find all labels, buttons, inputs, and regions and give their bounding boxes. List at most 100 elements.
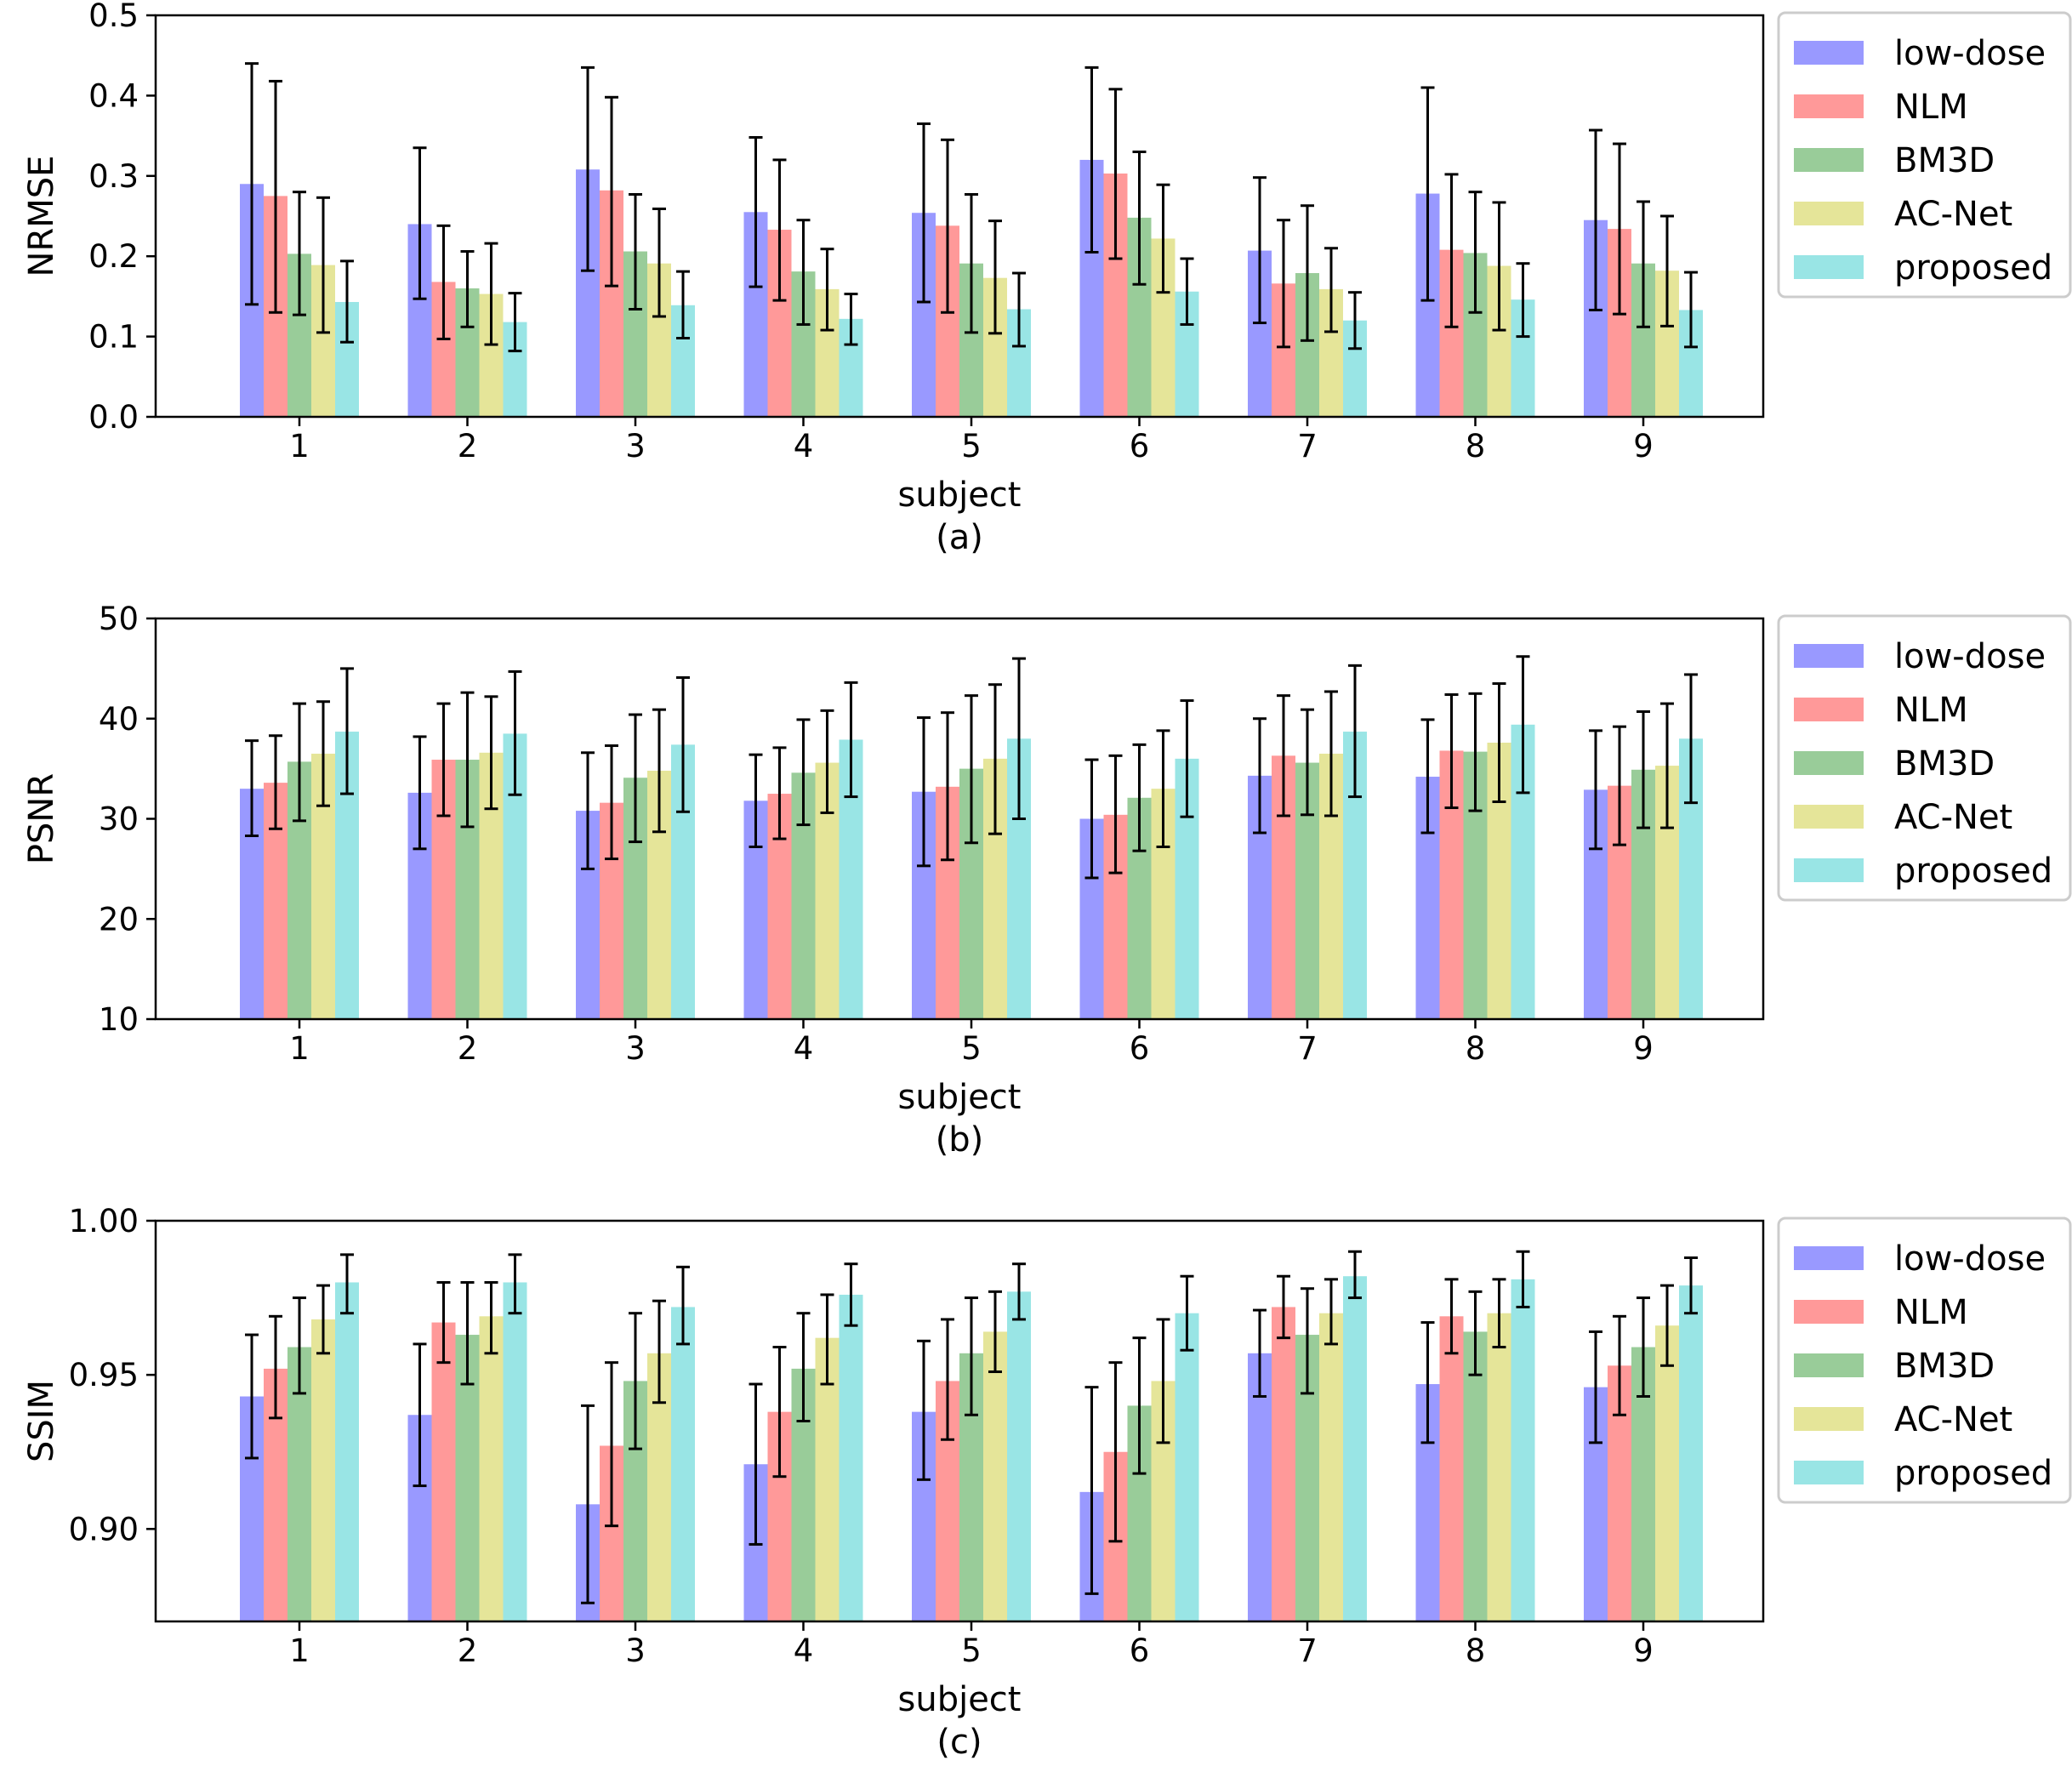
error-bar-nlm-6 xyxy=(1108,1361,1123,1543)
error-bar-low-dose-9 xyxy=(1589,1330,1602,1444)
error-bar-ac-net-7 xyxy=(1324,1278,1338,1346)
panel-label: (a) xyxy=(936,518,983,557)
x-tick-label: 4 xyxy=(794,1632,814,1669)
error-bar-nlm-1 xyxy=(269,1314,282,1420)
y-tick-label: 0.90 xyxy=(69,1511,139,1547)
error-bar-proposed-9 xyxy=(1684,1256,1698,1315)
error-bar-proposed-7 xyxy=(1348,1250,1362,1300)
y-tick-label: 0.0 xyxy=(88,399,139,436)
error-bars-group xyxy=(245,62,1698,353)
error-bar-proposed-7 xyxy=(1348,291,1362,350)
error-bar-low-dose-4 xyxy=(749,135,763,288)
error-bar-ac-net-3 xyxy=(652,208,666,318)
error-bar-bm3d-2 xyxy=(460,1280,475,1386)
error-bar-bm3d-3 xyxy=(629,193,642,311)
legend-label-nlm: NLM xyxy=(1894,691,1968,730)
error-bars-group xyxy=(245,1250,1698,1604)
error-bar-ac-net-7 xyxy=(1324,247,1338,333)
error-bar-nlm-7 xyxy=(1277,219,1290,349)
y-tick-label: 0.5 xyxy=(88,0,139,34)
error-bar-low-dose-1 xyxy=(245,1333,259,1460)
bar-ac-net-7 xyxy=(1319,1313,1343,1621)
error-bar-ac-net-5 xyxy=(988,1290,1002,1374)
legend-swatch-bm3d xyxy=(1794,751,1864,775)
legend-swatch-bm3d xyxy=(1794,148,1864,172)
error-bar-bm3d-1 xyxy=(293,702,306,823)
error-bar-ac-net-3 xyxy=(652,708,666,834)
error-bar-bm3d-8 xyxy=(1468,191,1483,314)
bar-proposed-2 xyxy=(503,1282,527,1621)
legend-label-bm3d: BM3D xyxy=(1894,141,1995,180)
error-bar-nlm-4 xyxy=(772,158,787,302)
error-bar-low-dose-4 xyxy=(749,753,763,848)
error-bar-bm3d-8 xyxy=(1468,692,1483,812)
y-tick-label: 0.3 xyxy=(88,158,139,195)
bar-bm3d-8 xyxy=(1463,1331,1488,1621)
error-bar-proposed-5 xyxy=(1012,657,1026,820)
legend-swatch-proposed xyxy=(1794,858,1864,882)
y-axis-label: PSNR xyxy=(22,773,61,864)
error-bar-nlm-5 xyxy=(941,711,954,862)
bar-proposed-3 xyxy=(671,1307,695,1621)
legend-swatch-nlm xyxy=(1794,94,1864,118)
error-bar-low-dose-6 xyxy=(1084,758,1099,880)
error-bar-bm3d-1 xyxy=(293,1296,306,1395)
error-bar-bm3d-3 xyxy=(629,713,642,844)
error-bar-low-dose-5 xyxy=(917,716,931,868)
error-bar-bm3d-7 xyxy=(1301,1287,1314,1395)
error-bar-ac-net-4 xyxy=(820,1293,834,1386)
error-bar-proposed-9 xyxy=(1684,673,1698,805)
panel-label: (c) xyxy=(936,1723,982,1762)
error-bar-low-dose-3 xyxy=(581,751,595,870)
error-bar-ac-net-9 xyxy=(1660,702,1674,829)
legend-label-ac-net: AC-Net xyxy=(1894,1400,2012,1439)
legend-label-nlm: NLM xyxy=(1894,1293,1968,1332)
error-bar-ac-net-3 xyxy=(652,1299,666,1404)
bar-proposed-5 xyxy=(1007,1291,1031,1621)
error-bar-proposed-1 xyxy=(340,1253,354,1315)
x-tick-label: 2 xyxy=(458,1632,478,1669)
bar-ac-net-8 xyxy=(1487,1313,1511,1621)
error-bar-nlm-4 xyxy=(772,746,787,840)
error-bar-proposed-6 xyxy=(1180,257,1194,326)
error-bar-nlm-8 xyxy=(1444,1278,1459,1355)
error-bar-ac-net-1 xyxy=(316,700,330,807)
error-bar-ac-net-6 xyxy=(1156,1318,1170,1444)
legend-label-bm3d: BM3D xyxy=(1894,744,1995,783)
error-bar-ac-net-2 xyxy=(484,242,498,346)
legend-swatch-low-dose xyxy=(1794,644,1864,668)
error-bar-ac-net-2 xyxy=(484,695,498,811)
bar-nlm-8 xyxy=(1439,1316,1464,1621)
error-bar-proposed-8 xyxy=(1516,262,1530,339)
error-bar-low-dose-7 xyxy=(1253,717,1267,835)
error-bar-proposed-2 xyxy=(508,1253,522,1315)
legend-label-low-dose: low-dose xyxy=(1894,637,2046,676)
error-bar-bm3d-9 xyxy=(1637,1296,1650,1399)
error-bar-ac-net-7 xyxy=(1324,690,1338,818)
error-bar-proposed-6 xyxy=(1180,1274,1194,1352)
error-bar-low-dose-6 xyxy=(1084,66,1099,254)
error-bar-bm3d-9 xyxy=(1637,200,1650,328)
error-bar-ac-net-6 xyxy=(1156,729,1170,848)
x-tick-label: 7 xyxy=(1297,428,1318,464)
y-tick-label: 0.95 xyxy=(69,1357,139,1393)
error-bar-proposed-2 xyxy=(508,669,522,796)
legend-label-proposed: proposed xyxy=(1894,852,2052,891)
y-tick-label: 1.00 xyxy=(69,1203,139,1239)
legend: low-dose NLM BM3D AC-Net proposed xyxy=(1777,1216,2072,1504)
legend-swatch-ac-net xyxy=(1794,1407,1864,1431)
error-bar-nlm-2 xyxy=(436,1280,451,1365)
legend-box xyxy=(1777,614,2072,902)
error-bar-proposed-1 xyxy=(340,667,354,795)
error-bar-low-dose-9 xyxy=(1589,729,1602,851)
error-bar-low-dose-7 xyxy=(1253,1308,1267,1399)
error-bar-bm3d-7 xyxy=(1301,204,1314,342)
y-axis-label: SSIM xyxy=(22,1380,61,1462)
error-bar-nlm-5 xyxy=(941,1318,954,1441)
error-bar-low-dose-7 xyxy=(1253,176,1267,325)
error-bar-low-dose-3 xyxy=(581,1404,595,1604)
error-bar-ac-net-4 xyxy=(820,709,834,814)
error-bar-bm3d-7 xyxy=(1301,708,1314,817)
error-bar-bm3d-2 xyxy=(460,250,475,328)
